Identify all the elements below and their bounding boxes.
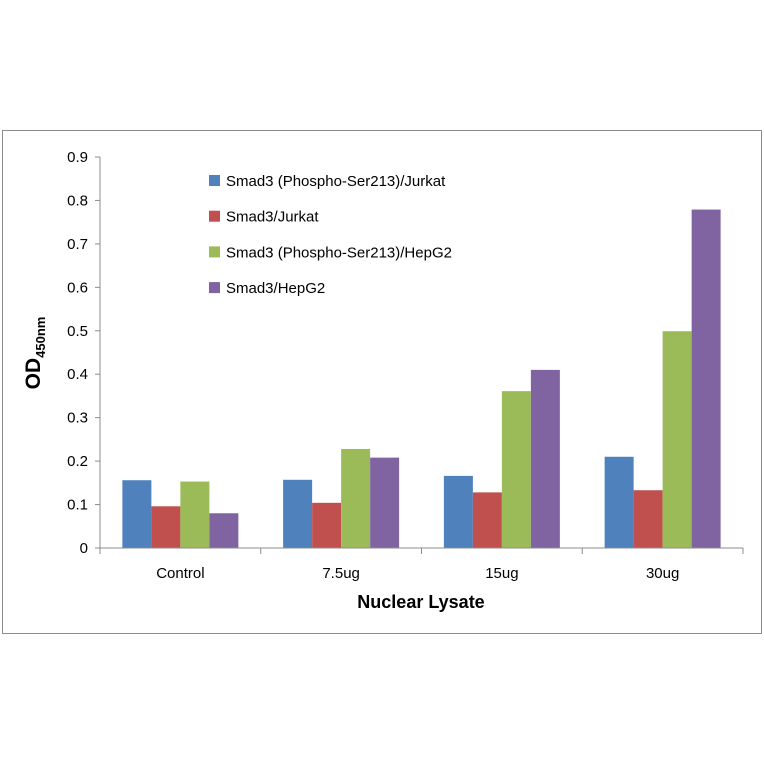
legend-swatch bbox=[209, 210, 220, 222]
bar bbox=[662, 331, 692, 548]
bar bbox=[443, 475, 473, 548]
y-tick-label: 0.7 bbox=[67, 236, 88, 253]
x-tick-label: Control bbox=[156, 565, 204, 582]
y-axis-label-sub: 450nm bbox=[33, 317, 48, 358]
y-tick-label: 0.8 bbox=[67, 192, 88, 209]
legend-swatch bbox=[209, 175, 220, 186]
x-tick-label: 30ug bbox=[646, 565, 679, 582]
legend-label: Smad3 (Phospho-Ser213)/HepG2 bbox=[226, 244, 452, 261]
legend-swatch bbox=[209, 282, 220, 294]
bar bbox=[604, 456, 634, 548]
bar bbox=[209, 513, 239, 548]
chart-frame bbox=[2, 130, 762, 634]
legend-swatch bbox=[209, 246, 220, 258]
bars-group bbox=[122, 209, 721, 548]
y-tick-label: 0.3 bbox=[67, 410, 88, 427]
bar bbox=[501, 391, 531, 548]
bar bbox=[691, 209, 721, 548]
legend-label: Smad3/Jurkat bbox=[226, 209, 319, 226]
legend: Smad3 (Phospho-Ser213)/Jurkat Smad3/Jurka… bbox=[209, 173, 452, 297]
bar bbox=[472, 492, 502, 548]
x-axis-label: Nuclear Lysate bbox=[357, 592, 484, 612]
y-tick-label: 0 bbox=[80, 540, 88, 557]
y-tick-label: 0.2 bbox=[67, 453, 88, 470]
y-tick-label: 0.9 bbox=[67, 149, 88, 166]
y-tick-label: 0.4 bbox=[67, 366, 88, 383]
bar bbox=[151, 506, 181, 548]
bar bbox=[312, 502, 342, 548]
y-axis-label: OD450nm bbox=[22, 317, 48, 390]
x-tick-labels: Control 7.5ug 15ug 30ug bbox=[156, 565, 679, 582]
y-tick-label: 0.6 bbox=[67, 279, 88, 296]
bar bbox=[341, 448, 371, 548]
y-axis-label-main: OD bbox=[22, 358, 45, 390]
x-tick-label: 7.5ug bbox=[322, 565, 360, 582]
y-tick-label: 0.5 bbox=[67, 323, 88, 340]
y-axis-label-group: OD450nm bbox=[22, 317, 48, 390]
bar bbox=[530, 369, 560, 548]
legend-label: Smad3/HepG2 bbox=[226, 280, 325, 297]
bar bbox=[633, 490, 663, 548]
axes-group bbox=[95, 156, 744, 554]
bar bbox=[283, 479, 313, 548]
y-tick-labels: 0 0.1 0.2 0.3 0.4 0.5 0.6 0.7 0.8 0.9 bbox=[67, 149, 88, 557]
bar bbox=[180, 481, 210, 548]
bar bbox=[370, 457, 400, 548]
x-tick-label: 15ug bbox=[485, 565, 518, 582]
legend-label: Smad3 (Phospho-Ser213)/Jurkat bbox=[226, 173, 446, 190]
y-tick-label: 0.1 bbox=[67, 497, 88, 514]
bar bbox=[122, 480, 152, 548]
